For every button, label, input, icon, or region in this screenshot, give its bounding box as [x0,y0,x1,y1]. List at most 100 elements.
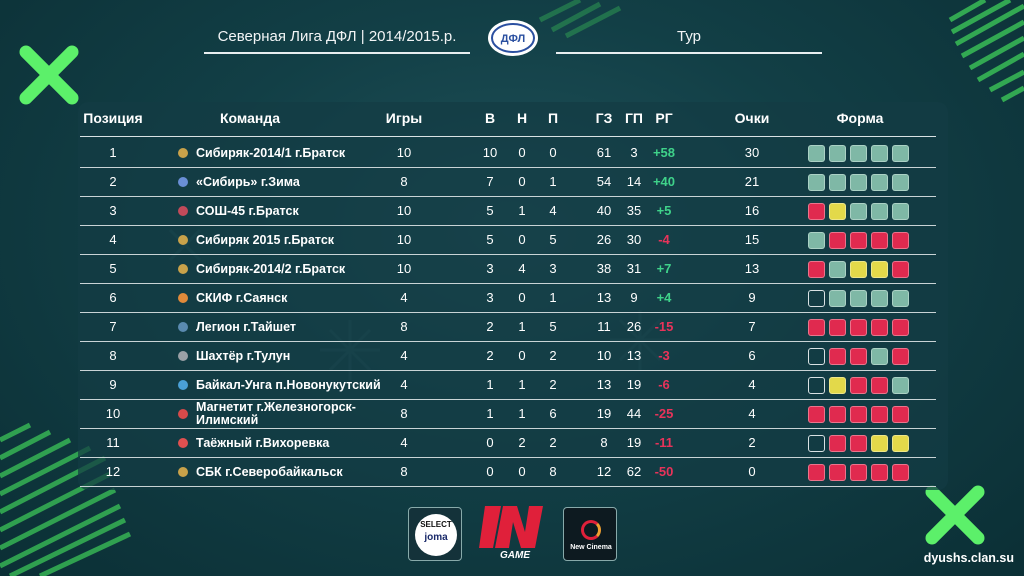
row-goals-against: 19 [626,435,642,450]
form-result-empty [808,435,825,452]
form-result-loss [871,232,888,249]
team-logo-icon [178,264,188,274]
row-points: 2 [748,435,756,450]
row-goal-diff: +40 [652,174,676,189]
row-wins: 2 [486,348,494,363]
row-points: 21 [744,174,760,189]
row-goals-against: 13 [626,348,642,363]
row-position: 10 [105,406,121,421]
row-team: Магнетит г.Железногорск-Илимский [178,400,418,428]
row-goals-for: 12 [596,464,612,479]
row-losses: 4 [549,203,557,218]
row-form [808,406,909,423]
row-goal-diff: -50 [654,464,674,479]
row-wins: 2 [486,319,494,334]
row-points: 15 [744,232,760,247]
table-row: 4 10 5 0 5 26 30 -4 15 Сибиряк 2015 г.Братск [80,226,936,255]
form-result-draw [871,435,888,452]
form-result-loss [892,464,909,481]
table-row: 5 10 3 4 3 38 31 +7 13 Сибиряк-2014/2 г.Братск [80,255,936,284]
row-position: 3 [109,203,117,218]
form-result-draw [829,377,846,394]
team-logo-icon [178,380,188,390]
form-result-win [829,261,846,278]
form-result-loss [850,406,867,423]
row-wins: 1 [486,377,494,392]
form-result-loss [808,319,825,336]
form-result-loss [808,261,825,278]
row-wins: 3 [486,261,494,276]
row-team: Таёжный г.Вихоревка [178,429,418,457]
league-logo: ДФЛ [488,20,538,56]
row-form [808,319,909,336]
row-goals-for: 54 [596,174,612,189]
row-losses: 2 [549,348,557,363]
form-result-loss [850,464,867,481]
col-header-points: Очки [734,110,770,126]
row-draws: 0 [518,290,526,305]
x-mark-left [19,45,79,105]
table-row: 6 4 3 0 1 13 9 +4 9 СКИФ г.Саянск [80,284,936,313]
team-logo-icon [178,206,188,216]
row-team: СОШ-45 г.Братск [178,197,418,225]
table-row: 10 8 1 1 6 19 44 -25 4 Магнетит г.Железногорск-Ил… [80,400,936,429]
form-result-win [850,203,867,220]
sponsor-new-cinema-label: New Cinema [570,544,612,551]
row-position: 11 [106,435,120,450]
row-draws: 2 [518,435,526,450]
row-points: 0 [748,464,756,479]
row-goals-against: 3 [630,145,638,160]
site-watermark: dyushs.clan.su [923,551,1014,565]
row-losses: 6 [549,406,557,421]
row-team: СКИФ г.Саянск [178,284,418,312]
row-team: Сибиряк-2014/1 г.Братск [178,139,418,167]
row-wins: 1 [486,406,494,421]
row-points: 4 [748,406,756,421]
row-points: 6 [748,348,756,363]
form-result-win [892,290,909,307]
row-goal-diff: -25 [654,406,674,421]
form-result-win [808,145,825,162]
form-result-loss [808,203,825,220]
team-logo-icon [178,177,188,187]
form-result-loss [829,348,846,365]
row-draws: 1 [518,406,526,421]
row-wins: 10 [482,145,498,160]
row-position: 7 [109,319,117,334]
row-goals-against: 31 [626,261,642,276]
table-row: 7 8 2 1 5 11 26 -15 7 Легион г.Тайшет [80,313,936,342]
row-position: 2 [109,174,117,189]
form-result-win [892,377,909,394]
team-name: Магнетит г.Железногорск-Илимский [196,400,356,427]
form-result-win [829,145,846,162]
ingame-game-label: GAME [500,550,530,560]
form-result-loss [808,464,825,481]
form-result-loss [829,406,846,423]
sponsor-joma-label: joma [424,532,448,543]
row-position: 8 [109,348,117,363]
row-games: 10 [396,232,412,247]
row-goal-diff: -6 [658,377,670,392]
form-result-win [871,145,888,162]
row-team: Сибиряк-2014/2 г.Братск [178,255,418,283]
team-logo-icon [178,148,188,158]
row-form [808,377,909,394]
row-team: Сибиряк 2015 г.Братск [178,226,418,254]
col-header-goals-for: ГЗ [595,110,613,126]
row-goals-for: 8 [600,435,608,450]
table-row: 2 8 7 0 1 54 14 +40 21 «Сибирь» г.Зима [80,168,936,197]
row-wins: 3 [486,290,494,305]
row-draws: 0 [518,464,526,479]
row-form [808,435,909,452]
team-logo-icon [178,351,188,361]
row-position: 6 [109,290,117,305]
row-goal-diff: +7 [656,261,672,276]
form-result-loss [871,377,888,394]
row-goal-diff: +5 [656,203,672,218]
form-result-win [850,145,867,162]
form-result-loss [892,406,909,423]
table-row: 9 4 1 1 2 13 19 -6 4 Байкал-Унга п.Новонукутский [80,371,936,400]
row-goal-diff: +4 [656,290,672,305]
col-header-team: Команда [220,110,280,126]
form-result-loss [892,319,909,336]
